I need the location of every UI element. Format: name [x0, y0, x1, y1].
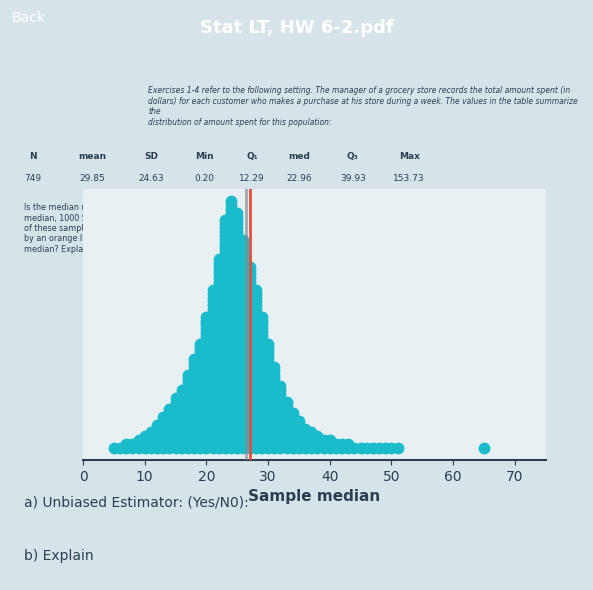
Text: N: N [29, 152, 36, 161]
Text: 0.20: 0.20 [195, 174, 215, 183]
Text: a) Unbiased Estimator: (Yes/N0):: a) Unbiased Estimator: (Yes/N0): [24, 496, 248, 510]
Text: Stat LT, HW 6-2.pdf: Stat LT, HW 6-2.pdf [200, 19, 393, 37]
Text: 22.96: 22.96 [286, 174, 313, 183]
Text: mean: mean [78, 152, 106, 161]
Text: 29.85: 29.85 [79, 174, 105, 183]
Text: b) Explain: b) Explain [24, 549, 93, 563]
Text: SD: SD [144, 152, 158, 161]
Text: 749: 749 [24, 174, 41, 183]
Text: Q₃: Q₃ [347, 152, 359, 161]
Text: med: med [289, 152, 310, 161]
Text: Exercises 1-4 refer to the following setting. The manager of a grocery store rec: Exercises 1-4 refer to the following set… [148, 86, 578, 127]
Text: Q₁: Q₁ [246, 152, 258, 161]
Text: Max: Max [398, 152, 420, 161]
X-axis label: Sample median: Sample median [248, 490, 381, 504]
Text: Min: Min [195, 152, 214, 161]
Text: 12.29: 12.29 [239, 174, 265, 183]
Text: Is the median unbiased? To investigate if the sample median is an unbiased estim: Is the median unbiased? To investigate i… [24, 203, 463, 254]
Text: 24.63: 24.63 [138, 174, 164, 183]
Text: 153.73: 153.73 [393, 174, 425, 183]
Text: Back: Back [12, 11, 46, 25]
Text: 39.93: 39.93 [340, 174, 366, 183]
